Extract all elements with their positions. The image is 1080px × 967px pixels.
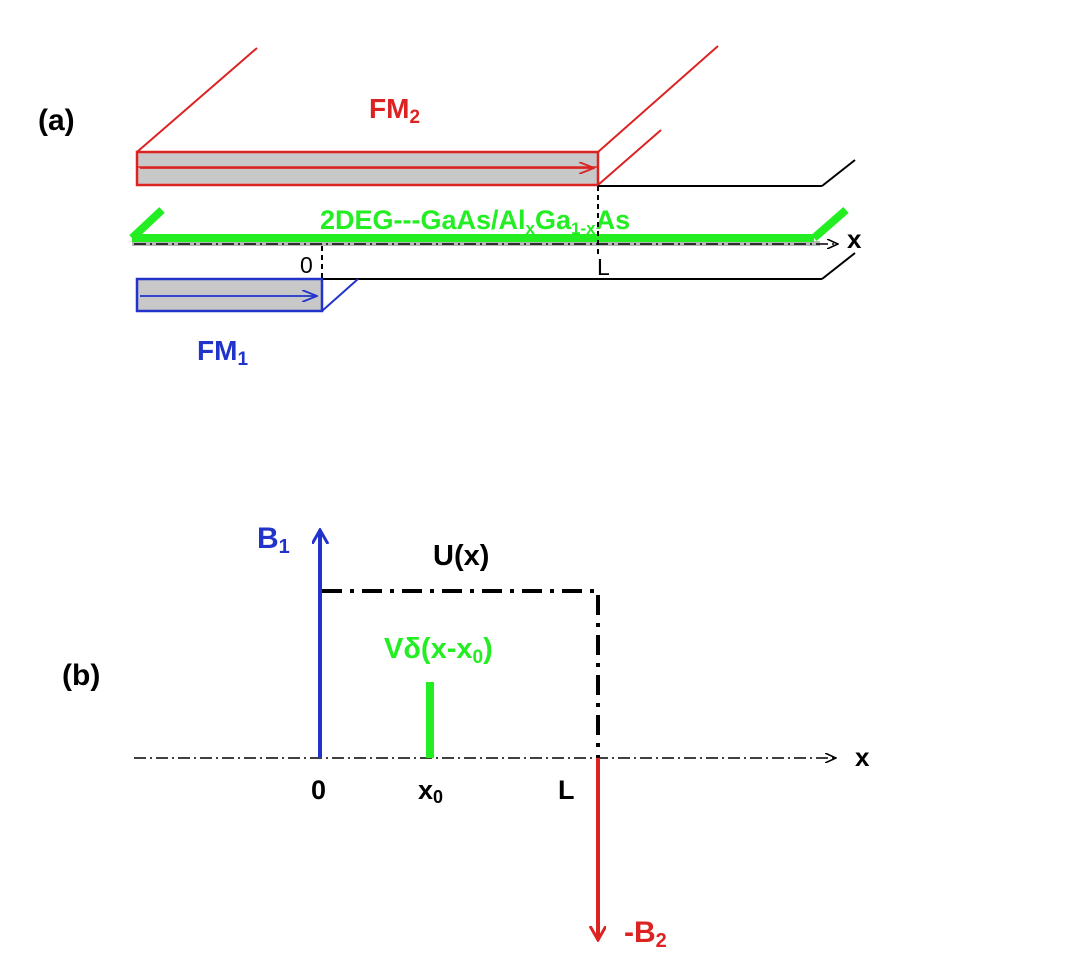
tick-0-a: 0 xyxy=(300,252,313,278)
heterostructure-outline xyxy=(322,159,856,280)
twodeg-right-edge xyxy=(811,206,849,242)
fm2-electrode xyxy=(135,45,719,187)
fm1-label: FM1 xyxy=(197,335,248,370)
tick-L-a: L xyxy=(597,254,610,280)
fm2-depth-edge-right xyxy=(597,45,719,153)
ux-label: U(x) xyxy=(433,540,489,572)
fm1-electrode xyxy=(135,277,359,313)
fm1-depth-edge xyxy=(321,278,359,312)
b1-label: B1 xyxy=(257,522,290,558)
fm2-label: FM2 xyxy=(369,93,420,128)
fm1-bar xyxy=(135,277,324,313)
ux-barrier xyxy=(322,589,600,758)
fm2-depth-edge-left xyxy=(136,47,258,153)
x-axis-b-label: x xyxy=(855,742,870,772)
b2-label: -B2 xyxy=(624,916,667,952)
fm2-depth-edge-bottom xyxy=(597,129,662,186)
panel-b-label: (b) xyxy=(62,659,100,692)
vdelta-label: Vδ(x-x0) xyxy=(384,633,493,668)
panel-a-label: (a) xyxy=(38,104,75,137)
twodeg-label: 2DEG---GaAs/AlxGa1-xAs xyxy=(320,205,630,238)
tick-0-b: 0 xyxy=(311,775,326,805)
x-axis-a-label: x xyxy=(847,224,862,254)
tick-x0-b: x0 xyxy=(418,775,443,807)
tick-L-b: L xyxy=(558,775,575,805)
twodeg-left-edge xyxy=(129,207,165,241)
